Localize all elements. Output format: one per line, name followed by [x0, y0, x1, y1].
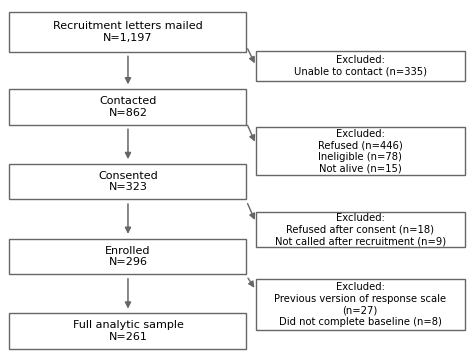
FancyBboxPatch shape — [256, 212, 465, 247]
Text: Contacted
N=862: Contacted N=862 — [99, 96, 157, 117]
FancyBboxPatch shape — [9, 239, 246, 274]
FancyBboxPatch shape — [256, 51, 465, 81]
FancyBboxPatch shape — [9, 89, 246, 125]
Text: Recruitment letters mailed
N=1,197: Recruitment letters mailed N=1,197 — [53, 21, 203, 43]
Text: Excluded:
Refused (n=446)
Ineligible (n=78)
Not alive (n=15): Excluded: Refused (n=446) Ineligible (n=… — [318, 129, 402, 174]
Text: Excluded:
Unable to contact (n=335): Excluded: Unable to contact (n=335) — [294, 55, 427, 77]
FancyBboxPatch shape — [9, 12, 246, 52]
Text: Consented
N=323: Consented N=323 — [98, 171, 158, 192]
Text: Enrolled
N=296: Enrolled N=296 — [105, 246, 151, 267]
FancyBboxPatch shape — [9, 313, 246, 349]
FancyBboxPatch shape — [256, 127, 465, 176]
Text: Excluded:
Refused after consent (n=18)
Not called after recruitment (n=9): Excluded: Refused after consent (n=18) N… — [274, 213, 446, 246]
Text: Full analytic sample
N=261: Full analytic sample N=261 — [73, 320, 183, 342]
Text: Excluded:
Previous version of response scale
(n=27)
Did not complete baseline (n: Excluded: Previous version of response s… — [274, 282, 447, 327]
FancyBboxPatch shape — [256, 278, 465, 330]
FancyBboxPatch shape — [9, 164, 246, 199]
